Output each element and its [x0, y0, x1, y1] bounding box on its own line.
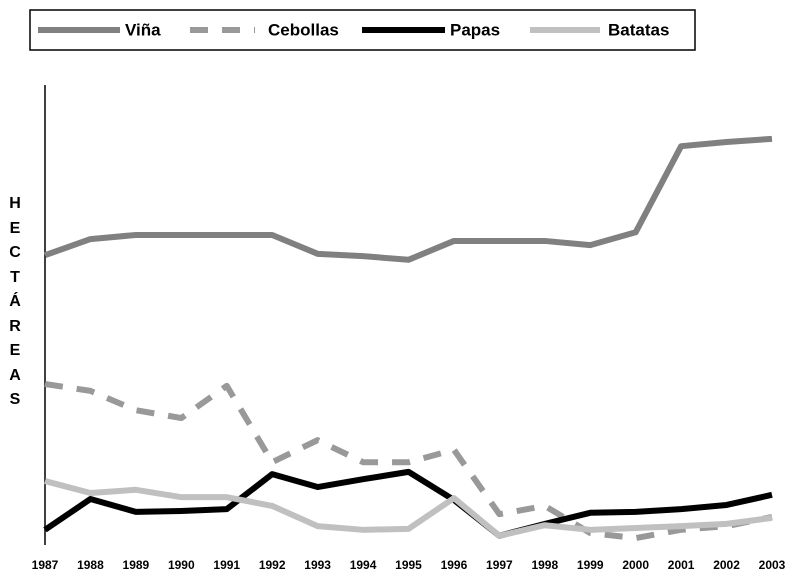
x-tick-label: 2002 [713, 558, 740, 572]
legend-label: Cebollas [268, 20, 339, 39]
series-line [44, 381, 773, 542]
x-tick-label: 1996 [441, 558, 468, 572]
y-axis-label: HECTÁREAS [9, 195, 21, 408]
x-tick-label: 1995 [395, 558, 422, 572]
x-tick-label: 1999 [577, 558, 604, 572]
x-tick-label: 1988 [77, 558, 104, 572]
x-tick-label: 1990 [168, 558, 195, 572]
x-tick-label: 1987 [32, 558, 59, 572]
x-tick-label: 1994 [350, 558, 377, 572]
legend-label: Viña [125, 20, 161, 39]
x-tick-label: 1998 [531, 558, 558, 572]
x-tick-label: 1991 [213, 558, 240, 572]
legend-label: Papas [450, 20, 500, 39]
x-tick-label: 2001 [668, 558, 695, 572]
series-line [43, 468, 773, 539]
series-line [43, 135, 773, 263]
x-tick-label: 1997 [486, 558, 513, 572]
legend-box [29, 9, 696, 51]
x-tick-label: 1993 [304, 558, 331, 572]
x-tick-label: 1989 [123, 558, 150, 572]
legend-label: Batatas [608, 20, 669, 39]
x-tick-label: 2003 [759, 558, 786, 572]
x-tick-label: 1992 [259, 558, 286, 572]
series-line [44, 478, 773, 539]
x-tick-label: 2000 [622, 558, 649, 572]
